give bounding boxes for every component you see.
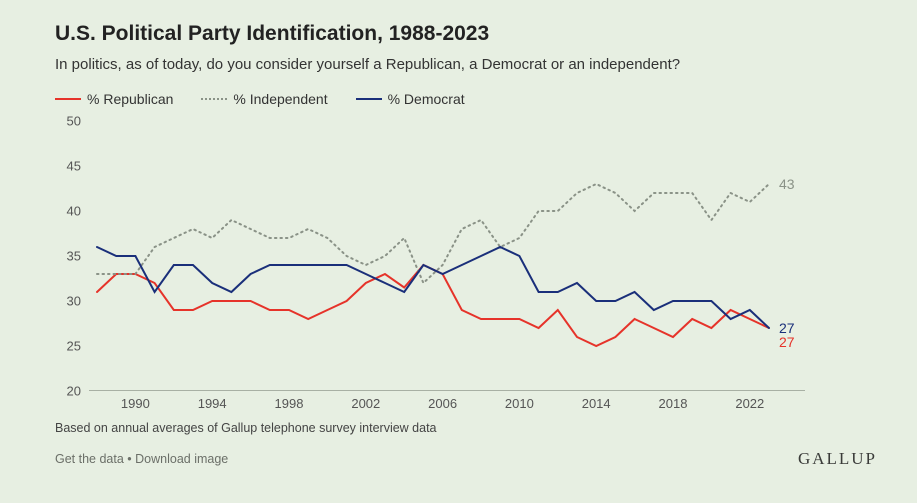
chart-title: U.S. Political Party Identification, 198… [55,22,877,46]
end-label: 43 [779,176,795,192]
legend-swatch [55,98,81,100]
legend-item-democrat: % Democrat [356,91,465,107]
legend-label: % Republican [87,91,173,107]
legend-swatch [201,98,227,100]
x-tick: 1998 [275,396,304,411]
legend-label: % Independent [233,91,327,107]
get-data-link[interactable]: Get the data [55,452,124,466]
x-tick: 1990 [121,396,150,411]
x-tick: 2022 [735,396,764,411]
legend: % Republican % Independent % Democrat [55,91,877,107]
gallup-brand: GALLUP [798,449,877,469]
y-tick: 25 [55,339,81,354]
series-republican [97,265,769,346]
line-chart: 2025303540455019901994199820022006201020… [55,121,845,391]
legend-item-republican: % Republican [55,91,173,107]
x-tick: 2002 [351,396,380,411]
x-tick: 2010 [505,396,534,411]
legend-swatch [356,98,382,100]
y-tick: 40 [55,204,81,219]
plot-svg [89,121,805,391]
source-links: Get the data • Download image [55,452,228,466]
legend-label: % Democrat [388,91,465,107]
y-tick: 30 [55,294,81,309]
y-tick: 50 [55,114,81,129]
separator: • [124,452,135,466]
download-image-link[interactable]: Download image [135,452,228,466]
x-tick: 1994 [198,396,227,411]
series-democrat [97,247,769,328]
chart-footnote: Based on annual averages of Gallup telep… [55,421,877,435]
y-tick: 20 [55,384,81,399]
chart-subtitle: In politics, as of today, do you conside… [55,56,877,73]
y-tick: 35 [55,249,81,264]
x-tick: 2014 [582,396,611,411]
x-tick: 2006 [428,396,457,411]
legend-item-independent: % Independent [201,91,327,107]
y-tick: 45 [55,159,81,174]
end-label: 27 [779,334,795,350]
x-tick: 2018 [659,396,688,411]
